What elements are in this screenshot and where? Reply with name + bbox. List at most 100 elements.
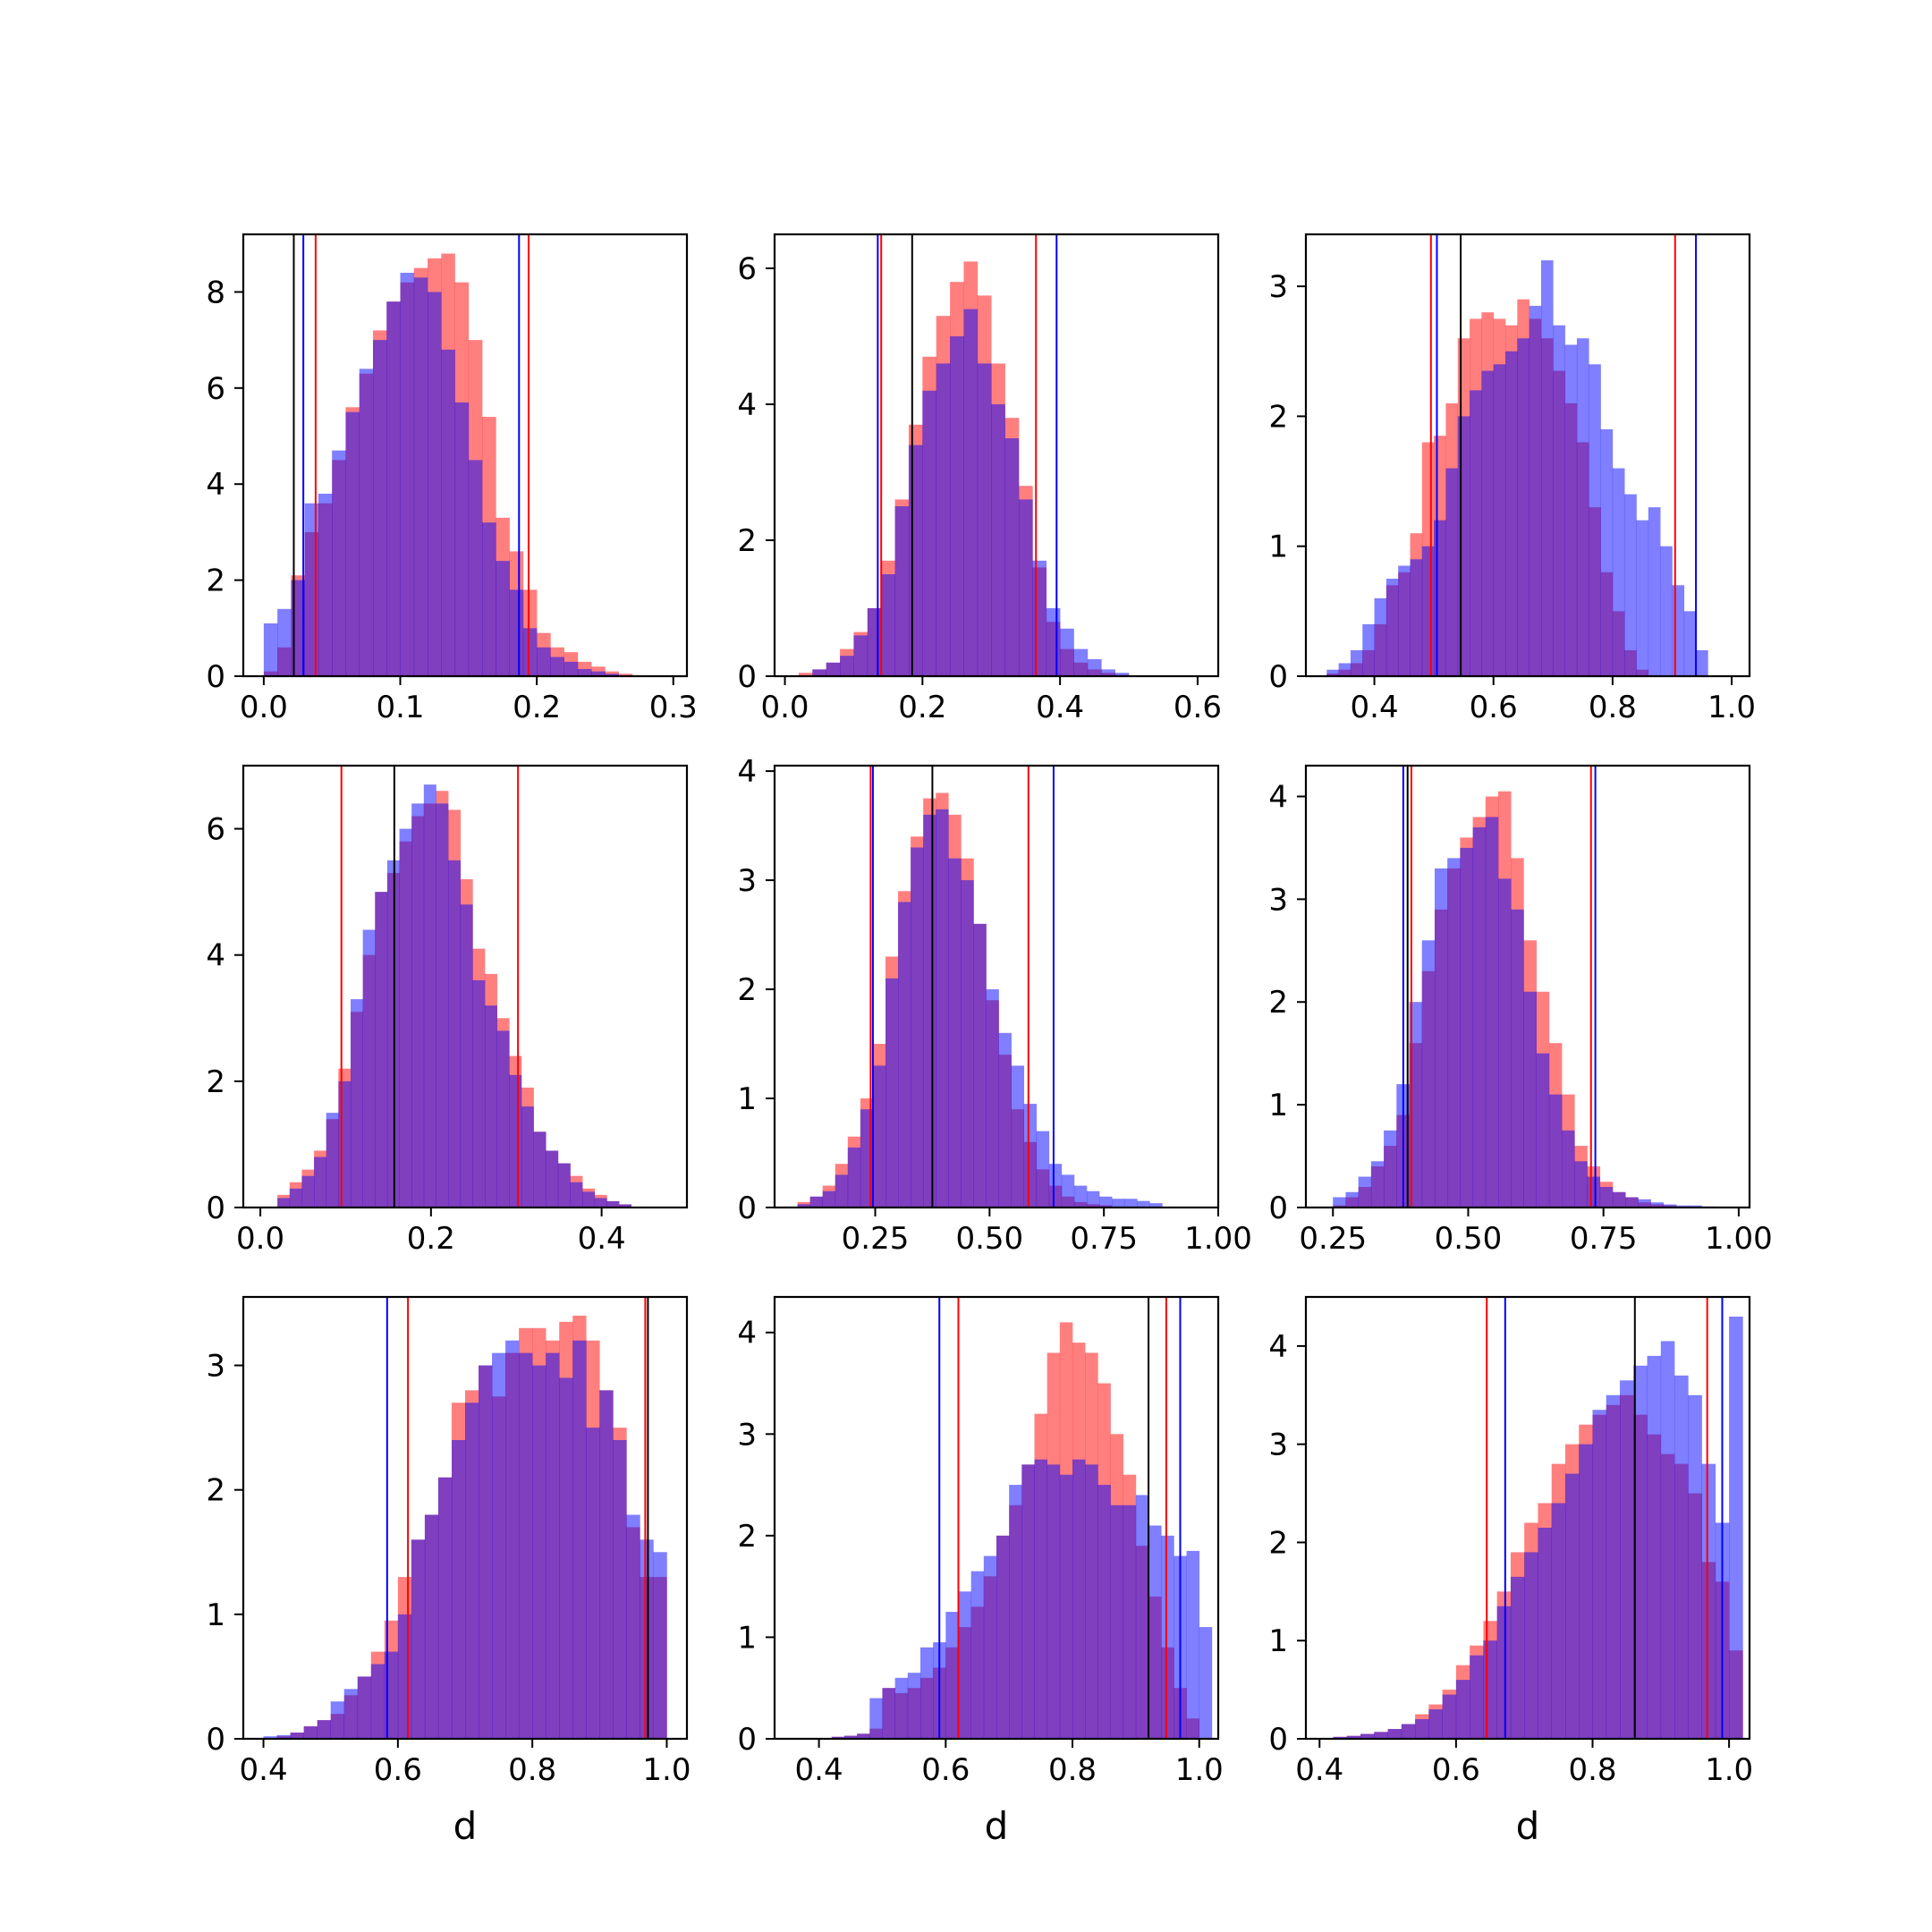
blue-bar xyxy=(437,1477,453,1739)
y-tick-label: 1 xyxy=(1268,530,1288,565)
y-tick-label: 2 xyxy=(1268,1525,1288,1561)
blue-bar xyxy=(1587,1176,1601,1208)
blue-bar xyxy=(1551,1503,1566,1739)
blue-bar xyxy=(505,1340,520,1739)
blue-bar xyxy=(326,1113,339,1208)
blue-bar xyxy=(894,506,910,676)
x-tick-label: 0.6 xyxy=(1174,690,1222,725)
blue-bar xyxy=(1011,1065,1024,1208)
blue-bar xyxy=(289,1188,302,1208)
blue-bar xyxy=(330,1701,345,1739)
y-tick-label: 1 xyxy=(737,1081,757,1117)
blue-bar xyxy=(345,411,360,676)
x-tick-label: 0.2 xyxy=(898,690,946,725)
blue-bar xyxy=(840,656,854,676)
blue-bar xyxy=(468,460,483,676)
blue-bar xyxy=(886,978,899,1208)
blue-bar xyxy=(570,1182,583,1208)
panel-row3-col2: 0.4 0.6 0.8 1.0 0 1 2 3 4 d xyxy=(737,1295,1224,1848)
y-tick-label: 4 xyxy=(1268,1329,1288,1365)
blue-bar xyxy=(1523,991,1537,1208)
blue-bar xyxy=(1374,1732,1388,1739)
blue-bar xyxy=(1505,351,1518,676)
blue-bar xyxy=(1696,649,1708,676)
blue-bar xyxy=(1149,1203,1163,1208)
blue-bar xyxy=(1650,1202,1665,1208)
axes-frame xyxy=(1304,233,1751,678)
x-tick-label: 0.8 xyxy=(1589,690,1637,725)
blue-bar xyxy=(1648,507,1661,676)
blue-bar xyxy=(1589,364,1601,676)
blue-bar xyxy=(1099,1196,1113,1208)
blue-bar xyxy=(973,923,987,1208)
blue-bar xyxy=(1032,560,1047,676)
blue-bar xyxy=(1415,1719,1429,1739)
blue-bar xyxy=(998,1032,1012,1208)
blue-bar xyxy=(977,363,992,676)
blue-bar xyxy=(626,1514,640,1739)
blue-bar xyxy=(869,1698,883,1739)
blue-bar xyxy=(577,668,592,676)
x-axis-label: d xyxy=(453,1804,478,1848)
y-tick-label: 3 xyxy=(1268,882,1288,918)
red-bar xyxy=(605,671,619,676)
blue-bar xyxy=(1674,1375,1689,1739)
red-bar xyxy=(618,674,633,676)
blue-histogram-series xyxy=(1326,260,1708,676)
blue-bar xyxy=(1676,1205,1690,1208)
blue-bar xyxy=(441,349,455,676)
x-tick-label: 0.2 xyxy=(407,1221,455,1257)
blue-histogram-series xyxy=(1333,817,1715,1208)
y-tick-label: 4 xyxy=(737,387,757,423)
blue-bar xyxy=(1034,1459,1047,1739)
blue-bar xyxy=(872,1065,886,1208)
blue-bar xyxy=(1447,858,1461,1208)
blue-bar xyxy=(1574,1161,1588,1208)
blue-bar xyxy=(1517,338,1530,676)
blue-bar xyxy=(835,1174,849,1208)
x-tick-label: 0.8 xyxy=(508,1752,556,1788)
axes-frame xyxy=(773,1295,1220,1741)
blue-bar xyxy=(550,657,564,676)
blue-bar xyxy=(1434,868,1448,1208)
blue-bar xyxy=(1638,1199,1651,1208)
y-tick-label: 4 xyxy=(737,1316,757,1352)
blue-bar xyxy=(919,1647,934,1739)
blue-bar xyxy=(1620,1380,1634,1739)
blue-bar xyxy=(1536,1053,1550,1208)
y-tick-label: 3 xyxy=(1268,269,1288,305)
blue-bar xyxy=(496,561,510,676)
blue-bar xyxy=(1358,1176,1372,1208)
blue-bar xyxy=(572,1340,587,1739)
blue-bar xyxy=(1110,1504,1124,1739)
y-tick-label: 0 xyxy=(206,1722,225,1758)
y-tick-label: 3 xyxy=(206,1349,225,1385)
blue-bar xyxy=(448,860,462,1208)
blue-bar xyxy=(894,1677,909,1739)
blue-bar xyxy=(546,1352,560,1739)
plot-area xyxy=(277,766,632,1208)
blue-bar xyxy=(950,336,964,676)
y-tick-label: 0 xyxy=(737,659,757,695)
blue-bar xyxy=(519,1352,533,1739)
x-tick-label: 1.0 xyxy=(1707,690,1756,725)
blue-histogram-series xyxy=(263,1340,667,1739)
blue-bar xyxy=(359,369,374,676)
blue-bar xyxy=(1496,1606,1512,1739)
blue-bar xyxy=(472,979,486,1208)
x-tick-label: 0.4 xyxy=(1036,690,1084,725)
blue-bar xyxy=(400,272,415,676)
y-tick-label: 2 xyxy=(1268,985,1288,1021)
blue-bar xyxy=(1161,1535,1174,1739)
blue-bar xyxy=(338,1080,352,1208)
blue-bar xyxy=(1485,817,1499,1208)
x-tick-label: 0.4 xyxy=(578,1221,626,1257)
blue-bar xyxy=(1470,390,1482,676)
blue-bar xyxy=(1345,1191,1359,1208)
blue-bar xyxy=(492,1352,506,1739)
blue-bar xyxy=(831,1736,845,1739)
blue-bar xyxy=(1199,1627,1213,1739)
plot-area xyxy=(798,234,1130,676)
blue-bar xyxy=(496,1030,510,1208)
